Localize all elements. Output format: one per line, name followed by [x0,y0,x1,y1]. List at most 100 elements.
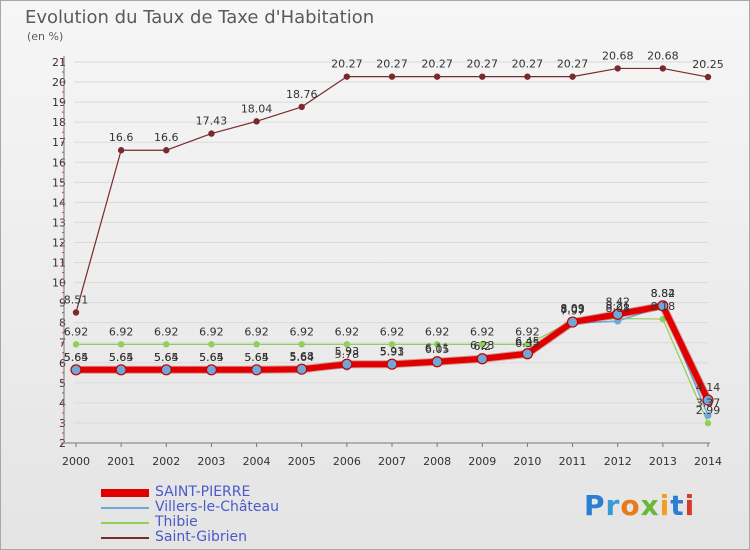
y-tick-label: 10 [52,277,66,290]
x-tick-label: 2000 [62,455,90,468]
data-label-villers-le-ch-teau: 3.37 [696,397,721,410]
data-point-saint-gibrien [163,147,170,154]
data-label-thibie: 6.92 [64,325,89,338]
data-label-saint-gibrien: 18.76 [286,88,318,101]
data-point-thibie [524,341,531,348]
y-tick-label: 15 [52,176,66,189]
data-point-saint-pierre [70,364,82,376]
data-label-thibie: 6.92 [470,325,495,338]
data-label-thibie: 6.92 [244,325,269,338]
y-tick-label: 11 [52,257,66,270]
data-point-saint-gibrien [524,73,531,80]
data-label-saint-gibrien: 20.27 [331,58,363,71]
data-point-thibie [479,341,486,348]
x-tick-label: 2006 [333,455,361,468]
x-tick-label: 2010 [513,455,541,468]
data-point-saint-pierre [205,364,218,376]
data-label-villers-le-ch-teau: 5.64 [289,351,314,364]
data-label-saint-pierre: 8.84 [651,287,676,300]
data-label-villers-le-ch-teau: 5.64 [154,351,179,364]
x-tick-label: 2007 [378,455,406,468]
data-label-saint-pierre: 5.65 [199,351,224,364]
data-label-thibie: 6.92 [289,325,314,338]
data-point-saint-pierre [296,363,308,375]
data-label-saint-pierre: 6.2 [474,340,492,353]
data-label-villers-le-ch-teau: 5.64 [244,351,269,364]
y-tick-label: 19 [52,96,66,109]
logo-letter: P [584,489,606,522]
legend-label: SAINT-PIERRE [155,484,251,500]
data-label-saint-gibrien: 8.51 [64,293,89,306]
x-tick-label: 2004 [243,455,271,468]
data-label-villers-le-ch-teau: 6.11 [425,342,450,355]
data-point-thibie [163,341,170,348]
data-label-villers-le-ch-teau: 8.08 [605,302,630,315]
data-point-saint-pierre [250,364,263,376]
y-tick-label: 20 [52,76,66,89]
data-label-villers-le-ch-teau: 8.82 [651,287,676,300]
data-label-saint-pierre: 4.14 [696,381,721,394]
data-label-saint-gibrien: 17.43 [196,115,228,128]
data-point-saint-gibrien [253,118,260,125]
legend-label: Saint-Gibrien [155,529,248,545]
y-tick-label: 16 [52,156,66,169]
proxiti-logo: Proxiti [584,489,695,522]
data-label-saint-pierre: 5.93 [335,345,360,358]
data-label-villers-le-ch-teau: 5.64 [64,351,89,364]
x-tick-label: 2001 [107,455,135,468]
data-label-thibie: 6.92 [515,325,540,338]
data-point-saint-pierre [431,356,443,368]
legend-swatch [101,537,149,539]
x-tick-label: 2009 [468,455,496,468]
data-point-thibie [433,341,441,348]
data-point-saint-gibrien [343,73,351,80]
data-label-villers-le-ch-teau: 6.35 [515,337,540,350]
data-label-villers-le-ch-teau: 5.91 [380,346,405,359]
data-label-saint-gibrien: 20.68 [602,49,634,62]
data-point-saint-gibrien [117,147,125,154]
data-point-saint-gibrien [704,73,712,81]
data-point-saint-pierre [521,348,534,360]
data-point-saint-gibrien [479,73,486,80]
data-label-saint-pierre: 5.93 [380,345,405,358]
data-label-villers-le-ch-teau: 7.97 [560,304,585,317]
data-label-villers-le-ch-teau: 5.64 [199,351,224,364]
data-label-saint-gibrien: 20.68 [647,49,679,62]
data-point-thibie [388,341,396,348]
data-point-saint-pierre [612,308,624,320]
data-label-saint-pierre: 6.05 [425,343,450,356]
data-point-saint-pierre [657,300,669,312]
x-tick-label: 2011 [559,455,587,468]
data-label-saint-gibrien: 18.04 [241,102,273,115]
logo-letter: r [605,489,621,522]
legend-label: Villers-le-Château [155,499,279,515]
data-point-thibie [298,341,305,348]
data-label-thibie: 6.92 [199,325,224,338]
series-line-saint-gibrien [75,67,709,313]
data-point-saint-pierre [386,358,398,370]
data-point-saint-gibrien [614,65,621,72]
data-label-thibie: 6.92 [380,325,405,338]
data-point-saint-gibrien [659,65,667,72]
x-tick-label: 2013 [649,455,677,468]
data-label-saint-pierre: 6.45 [515,335,540,348]
data-label-saint-gibrien: 16.6 [109,131,134,144]
data-point-thibie [208,341,215,348]
x-tick-label: 2008 [423,455,451,468]
x-tick-label: 2003 [197,455,225,468]
data-label-thibie: 2.99 [696,404,721,417]
data-label-saint-gibrien: 20.27 [467,58,499,71]
data-point-saint-gibrien [298,103,305,111]
data-point-saint-gibrien [208,130,215,137]
data-label-villers-le-ch-teau: 6.23 [470,339,495,352]
data-label-saint-pierre: 5.65 [109,351,134,364]
data-point-thibie [704,419,712,427]
legend-label: Thibie [155,514,198,530]
x-tick-label: 2005 [288,455,316,468]
data-label-saint-gibrien: 20.27 [376,58,408,71]
data-label-saint-pierre: 8.42 [605,295,630,308]
data-point-thibie [343,341,351,348]
legend-swatch [101,522,149,524]
